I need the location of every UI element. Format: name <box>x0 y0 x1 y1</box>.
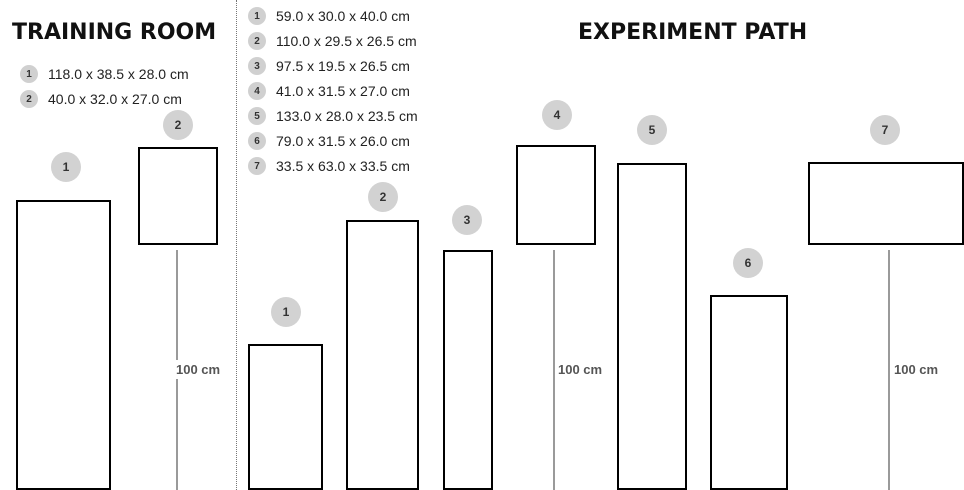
experiment-height-pole-2 <box>888 250 890 490</box>
experiment-legend-item-2: 2 110.0 x 29.5 x 26.5 cm <box>248 30 417 52</box>
training-object-2-badge: 2 <box>163 110 193 140</box>
legend-dimensions: 79.0 x 31.5 x 26.0 cm <box>276 133 410 149</box>
legend-number-badge: 2 <box>248 32 266 50</box>
legend-dimensions: 97.5 x 19.5 x 26.5 cm <box>276 58 410 74</box>
legend-number-badge: 4 <box>248 82 266 100</box>
experiment-pole-label-2: 100 cm <box>894 360 939 379</box>
training-pole-label: 100 cm <box>176 360 221 379</box>
training-room-title: TRAINING ROOM <box>12 20 217 45</box>
legend-dimensions: 40.0 x 32.0 x 27.0 cm <box>48 91 182 107</box>
experiment-object-6-badge: 6 <box>733 248 763 278</box>
section-divider <box>236 0 237 490</box>
experiment-object-5-box <box>617 163 687 490</box>
experiment-legend-item-3: 3 97.5 x 19.5 x 26.5 cm <box>248 55 410 77</box>
training-legend-item-2: 2 40.0 x 32.0 x 27.0 cm <box>20 88 182 110</box>
experiment-object-7-box <box>808 162 964 245</box>
experiment-object-7-badge: 7 <box>870 115 900 145</box>
legend-number-badge: 1 <box>248 7 266 25</box>
legend-dimensions: 41.0 x 31.5 x 27.0 cm <box>276 83 410 99</box>
experiment-object-3-badge: 3 <box>452 205 482 235</box>
experiment-pole-label-1: 100 cm <box>558 360 603 379</box>
experiment-object-1-box <box>248 344 323 490</box>
legend-number-badge: 2 <box>20 90 38 108</box>
experiment-legend-item-6: 6 79.0 x 31.5 x 26.0 cm <box>248 130 410 152</box>
legend-dimensions: 59.0 x 30.0 x 40.0 cm <box>276 8 410 24</box>
experiment-legend-item-4: 4 41.0 x 31.5 x 27.0 cm <box>248 80 410 102</box>
legend-dimensions: 133.0 x 28.0 x 23.5 cm <box>276 108 418 124</box>
training-legend-item-1: 1 118.0 x 38.5 x 28.0 cm <box>20 63 189 85</box>
experiment-object-4-badge: 4 <box>542 100 572 130</box>
legend-number-badge: 1 <box>20 65 38 83</box>
experiment-object-1-badge: 1 <box>271 297 301 327</box>
legend-number-badge: 3 <box>248 57 266 75</box>
experiment-legend-item-5: 5 133.0 x 28.0 x 23.5 cm <box>248 105 418 127</box>
experiment-object-2-box <box>346 220 419 490</box>
training-object-2-box <box>138 147 218 245</box>
experiment-object-2-badge: 2 <box>368 182 398 212</box>
experiment-object-6-box <box>710 295 788 490</box>
legend-number-badge: 5 <box>248 107 266 125</box>
experiment-height-pole-1 <box>553 250 555 490</box>
legend-number-badge: 6 <box>248 132 266 150</box>
experiment-object-5-badge: 5 <box>637 115 667 145</box>
experiment-legend-item-7: 7 33.5 x 63.0 x 33.5 cm <box>248 155 410 177</box>
legend-dimensions: 110.0 x 29.5 x 26.5 cm <box>276 33 417 49</box>
training-object-1-box <box>16 200 111 490</box>
experiment-object-3-box <box>443 250 493 490</box>
legend-dimensions: 33.5 x 63.0 x 33.5 cm <box>276 158 410 174</box>
experiment-object-4-box <box>516 145 596 245</box>
legend-number-badge: 7 <box>248 157 266 175</box>
legend-dimensions: 118.0 x 38.5 x 28.0 cm <box>48 66 189 82</box>
experiment-path-title: EXPERIMENT PATH <box>578 20 808 45</box>
experiment-legend-item-1: 1 59.0 x 30.0 x 40.0 cm <box>248 5 410 27</box>
training-object-1-badge: 1 <box>51 152 81 182</box>
